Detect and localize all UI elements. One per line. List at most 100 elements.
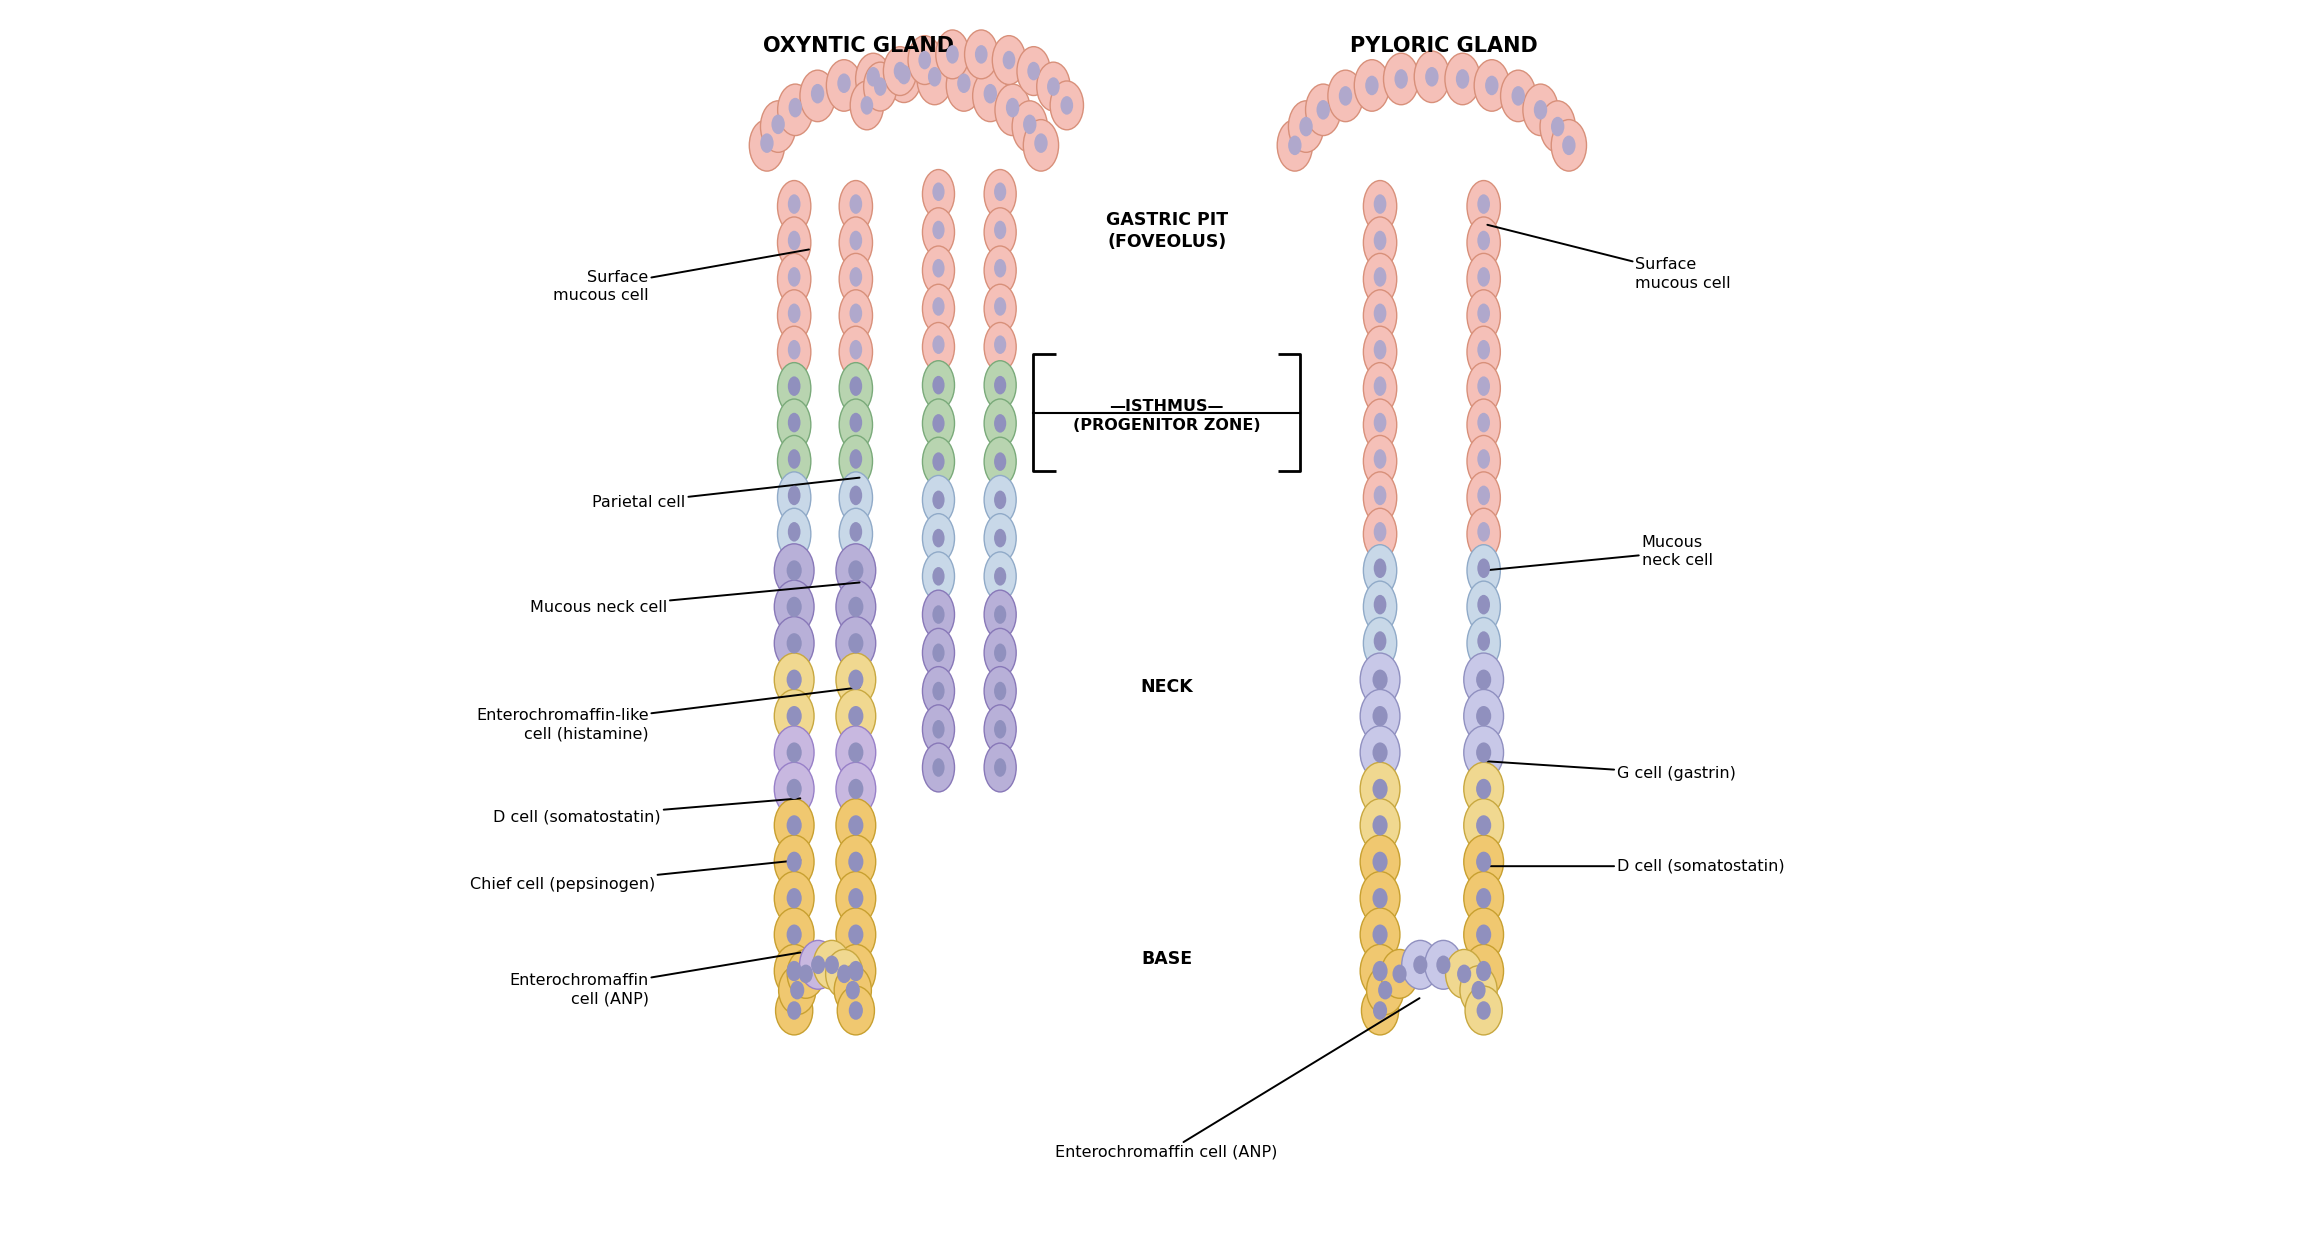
Ellipse shape	[993, 452, 1007, 471]
Ellipse shape	[1467, 399, 1499, 451]
Ellipse shape	[1374, 1001, 1388, 1020]
Ellipse shape	[984, 208, 1017, 256]
Ellipse shape	[1478, 522, 1490, 541]
Ellipse shape	[1372, 888, 1388, 908]
Ellipse shape	[1478, 559, 1490, 579]
Ellipse shape	[1465, 908, 1504, 961]
Ellipse shape	[1478, 486, 1490, 506]
Ellipse shape	[847, 851, 863, 872]
Ellipse shape	[875, 77, 887, 95]
Ellipse shape	[947, 59, 982, 112]
Ellipse shape	[1458, 965, 1472, 983]
Ellipse shape	[993, 414, 1007, 432]
Ellipse shape	[849, 1001, 863, 1020]
Text: Surface
mucous cell: Surface mucous cell	[552, 249, 810, 304]
Ellipse shape	[1304, 84, 1342, 135]
Ellipse shape	[787, 706, 801, 726]
Text: D cell (somatostatin): D cell (somatostatin)	[494, 798, 801, 824]
Ellipse shape	[787, 195, 801, 214]
Ellipse shape	[947, 45, 959, 63]
Ellipse shape	[778, 472, 810, 523]
Ellipse shape	[1328, 71, 1362, 121]
Ellipse shape	[1383, 53, 1418, 105]
Ellipse shape	[1316, 100, 1330, 120]
Ellipse shape	[933, 529, 945, 548]
Ellipse shape	[956, 73, 970, 93]
Ellipse shape	[787, 377, 801, 396]
Ellipse shape	[847, 924, 863, 945]
Ellipse shape	[849, 304, 861, 323]
Ellipse shape	[972, 71, 1007, 121]
Ellipse shape	[1478, 377, 1490, 396]
Ellipse shape	[1465, 944, 1504, 997]
Ellipse shape	[775, 944, 815, 997]
Ellipse shape	[863, 62, 896, 112]
Ellipse shape	[1362, 545, 1397, 596]
Ellipse shape	[787, 486, 801, 506]
Ellipse shape	[778, 290, 810, 341]
Ellipse shape	[1300, 116, 1314, 136]
Ellipse shape	[984, 590, 1017, 639]
Ellipse shape	[921, 667, 954, 715]
Ellipse shape	[787, 742, 801, 763]
Ellipse shape	[1550, 120, 1588, 171]
Ellipse shape	[1374, 339, 1386, 359]
Ellipse shape	[787, 851, 801, 872]
Ellipse shape	[928, 67, 942, 87]
Ellipse shape	[1478, 413, 1490, 432]
Ellipse shape	[993, 491, 1007, 509]
Ellipse shape	[840, 290, 873, 341]
Ellipse shape	[921, 361, 954, 410]
Ellipse shape	[933, 720, 945, 738]
Ellipse shape	[838, 73, 852, 93]
Ellipse shape	[778, 217, 810, 269]
Ellipse shape	[836, 617, 875, 670]
Ellipse shape	[789, 981, 805, 1000]
Ellipse shape	[1372, 779, 1388, 799]
Ellipse shape	[847, 560, 863, 581]
Ellipse shape	[1374, 450, 1386, 468]
Ellipse shape	[1478, 304, 1490, 323]
Ellipse shape	[1467, 253, 1499, 305]
Ellipse shape	[824, 955, 838, 974]
Ellipse shape	[1374, 522, 1386, 541]
Ellipse shape	[778, 326, 810, 378]
Ellipse shape	[787, 888, 801, 908]
Ellipse shape	[1478, 230, 1490, 250]
Ellipse shape	[1360, 835, 1400, 888]
Ellipse shape	[921, 551, 954, 601]
Ellipse shape	[921, 399, 954, 447]
Ellipse shape	[845, 981, 859, 1000]
Ellipse shape	[775, 835, 815, 888]
Ellipse shape	[849, 339, 861, 359]
Ellipse shape	[849, 377, 861, 396]
Ellipse shape	[1374, 230, 1386, 250]
Ellipse shape	[778, 253, 810, 305]
Ellipse shape	[921, 705, 954, 753]
Ellipse shape	[787, 339, 801, 359]
Ellipse shape	[775, 689, 815, 742]
Text: PYLORIC GLAND: PYLORIC GLAND	[1351, 36, 1539, 56]
Ellipse shape	[933, 452, 945, 471]
Ellipse shape	[1467, 290, 1499, 341]
Ellipse shape	[1467, 545, 1499, 596]
Ellipse shape	[984, 247, 1017, 295]
Ellipse shape	[861, 97, 873, 115]
Ellipse shape	[933, 259, 945, 278]
Ellipse shape	[761, 100, 796, 152]
Ellipse shape	[787, 961, 801, 981]
Ellipse shape	[1362, 217, 1397, 269]
Ellipse shape	[847, 888, 863, 908]
Ellipse shape	[898, 64, 910, 84]
Ellipse shape	[1362, 472, 1397, 523]
Ellipse shape	[1372, 706, 1388, 726]
Ellipse shape	[993, 720, 1007, 738]
Ellipse shape	[787, 560, 801, 581]
Ellipse shape	[996, 84, 1031, 135]
Text: Surface
mucous cell: Surface mucous cell	[1488, 224, 1731, 291]
Ellipse shape	[933, 567, 945, 586]
Ellipse shape	[919, 51, 931, 69]
Ellipse shape	[1478, 195, 1490, 214]
Text: Enterochromaffin cell (ANP): Enterochromaffin cell (ANP)	[1056, 999, 1420, 1160]
Ellipse shape	[1360, 689, 1400, 742]
